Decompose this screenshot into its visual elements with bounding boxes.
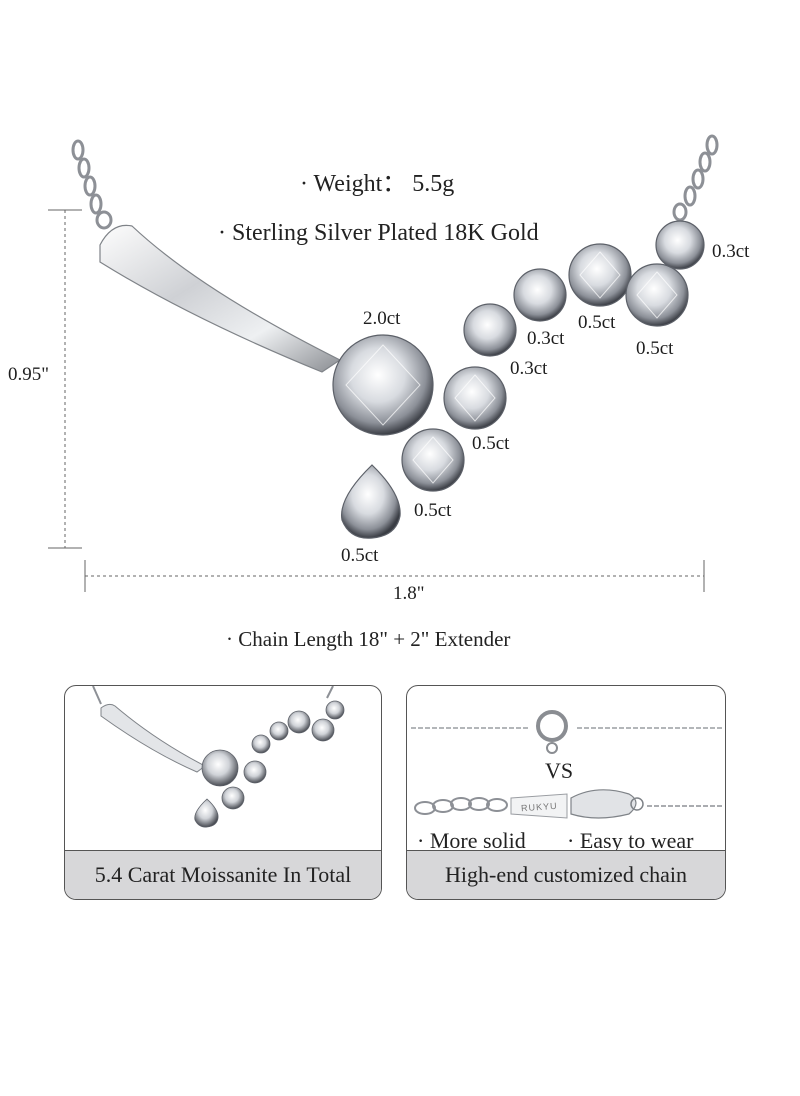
carat-label-center: 2.0ct	[363, 308, 401, 329]
feature-easy-to-wear: · Easy to wear	[567, 828, 694, 853]
stone-pear	[340, 464, 401, 539]
stone-upper-right-a	[568, 243, 632, 307]
stone-top-right	[655, 220, 705, 270]
carat-label-upper-right-a: 0.5ct	[578, 312, 616, 333]
vs-label: VS	[545, 758, 574, 783]
chain-left	[71, 139, 113, 230]
stone-mid-b	[513, 268, 567, 322]
necklace-illustration	[48, 134, 719, 592]
carat-label-mid-b: 0.3ct	[510, 358, 548, 379]
stone-upper-right-b	[625, 263, 689, 327]
stone-mid-a	[463, 303, 517, 357]
stone-below-center	[401, 428, 465, 492]
weight-spec: · Weight： 5.5g	[300, 171, 455, 197]
chain-right	[672, 134, 719, 222]
dimension-lines	[48, 209, 705, 592]
width-label: 1.8"	[393, 583, 425, 604]
chain-comparison-image	[411, 710, 723, 819]
moissanite-panel: 5.4 Carat Moissanite In Total	[64, 685, 382, 900]
carat-label-mid-a: 0.3ct	[527, 328, 565, 349]
carat-label-pear: 0.5ct	[341, 545, 379, 566]
material-spec: · Sterling Silver Plated 18K Gold	[218, 220, 539, 246]
curved-bar	[99, 224, 342, 373]
carat-label-below-center: 0.5ct	[414, 500, 452, 521]
chain-length-spec: · Chain Length 18" + 2" Extender	[226, 627, 511, 651]
stone-right-of-center	[443, 366, 507, 430]
stone-center	[332, 334, 434, 436]
carat-label-upper-right-b: 0.5ct	[636, 338, 674, 359]
chain-panel: RUKYU VS · More solid · Easy to wear Hig…	[406, 685, 726, 900]
moissanite-caption: 5.4 Carat Moissanite In Total	[65, 850, 381, 899]
chain-caption: High-end customized chain	[407, 850, 725, 899]
carat-label-right-of-center: 0.5ct	[472, 433, 510, 454]
carat-label-top-right: 0.3ct	[712, 241, 750, 262]
necklace-thumbnail	[92, 686, 345, 828]
stones	[332, 220, 705, 539]
feature-more-solid: · More solid	[417, 828, 526, 853]
height-label: 0.95"	[8, 364, 50, 385]
